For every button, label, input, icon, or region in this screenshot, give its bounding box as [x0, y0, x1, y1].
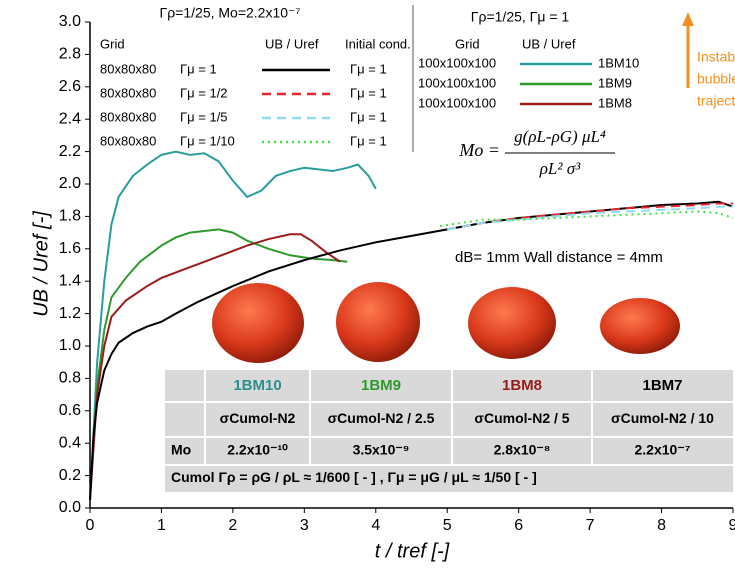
y-tick-label: 2.4: [59, 110, 81, 127]
x-tick-label: 7: [586, 517, 595, 534]
annotation: trajectory: [697, 93, 735, 109]
legend-label: 1BM9: [598, 75, 632, 90]
legend-grid: 80x80x80: [100, 109, 156, 124]
legend-header: Grid: [455, 36, 480, 51]
table-header: 1BM8: [502, 377, 542, 394]
legend-grid: 80x80x80: [100, 133, 156, 148]
x-tick-label: 4: [371, 517, 380, 534]
y-axis-label: UB / Uref [-]: [30, 211, 52, 317]
legend-grid: 80x80x80: [100, 61, 156, 76]
x-tick-label: 3: [300, 517, 309, 534]
table-cell: 2.2x10⁻⁷: [635, 442, 691, 458]
legend-title: Γρ=1/25, Γμ = 1: [471, 9, 570, 25]
y-tick-label: 1.0: [59, 337, 81, 354]
table-footer: Cumol Γρ = ρG / ρL ≈ 1/600 [ - ] , Γμ = …: [171, 469, 537, 485]
formula-denominator: ρL² σ³: [539, 159, 581, 178]
legend-header: UB / Uref: [265, 36, 319, 51]
y-tick-label: 0.8: [59, 370, 81, 387]
legend-label: Γμ = 1: [180, 61, 217, 76]
y-tick-label: 0.0: [59, 499, 81, 516]
bubble-image: [336, 282, 420, 362]
legend-header: Initial cond.: [345, 36, 411, 51]
legend-label: Γμ = 1/2: [180, 85, 228, 100]
table-cell: 2.8x10⁻⁸: [494, 442, 551, 458]
annotation: Instable: [697, 49, 735, 65]
y-tick-label: 3.0: [59, 13, 81, 30]
arrow-head: [682, 12, 694, 26]
annotation: dB= 1mm Wall distance = 4mm: [455, 249, 663, 266]
y-tick-label: 1.8: [59, 208, 81, 225]
table-header: 1BM7: [642, 377, 682, 394]
legend-initial: Γμ = 1: [350, 133, 387, 148]
legend-label: 1BM10: [598, 55, 639, 70]
annotation: bubble: [697, 71, 735, 87]
legend-label: Γμ = 1/5: [180, 109, 228, 124]
table-cell: σCumol-N2 / 5: [474, 410, 569, 426]
table-header: 1BM9: [361, 377, 401, 394]
table-cell: σCumol-N2 / 2.5: [328, 410, 435, 426]
table-header: 1BM10: [233, 377, 281, 394]
y-tick-label: 2.6: [59, 78, 81, 95]
bubble-image: [212, 283, 304, 363]
legend-initial: Γμ = 1: [350, 109, 387, 124]
x-tick-label: 0: [86, 517, 95, 534]
legend-grid: 80x80x80: [100, 85, 156, 100]
table-cell: 2.2x10⁻¹⁰: [227, 442, 288, 458]
table-cell: σCumol-N2 / 10: [611, 410, 714, 426]
x-tick-label: 6: [514, 517, 523, 534]
bubbles: [212, 282, 680, 363]
y-tick-label: 2.2: [59, 143, 81, 160]
formula-numerator: g(ρL-ρG) μL⁴: [514, 127, 606, 146]
table-row-label: Mo: [171, 442, 191, 458]
x-tick-label: 8: [657, 517, 666, 534]
legend-header: Grid: [100, 36, 125, 51]
line: [447, 207, 733, 230]
legend-initial: Γμ = 1: [350, 85, 387, 100]
legend-grid: 100x100x100: [418, 75, 496, 90]
table-cell: σCumol-N2: [220, 410, 296, 426]
y-tick-label: 2.0: [59, 175, 81, 192]
bubble-image: [600, 298, 680, 354]
y-tick-label: 1.4: [59, 272, 81, 289]
legend-label: Γμ = 1/10: [180, 133, 235, 148]
x-tick-label: 2: [228, 517, 237, 534]
x-tick-label: 1: [157, 517, 166, 534]
y-tick-label: 0.4: [59, 434, 81, 451]
table-cell: 3.5x10⁻⁹: [353, 442, 410, 458]
y-tick-label: 0.6: [59, 402, 81, 419]
y-tick-label: 0.2: [59, 467, 81, 484]
formula-lhs: Mo =: [458, 140, 500, 160]
legend-grid: 100x100x100: [418, 95, 496, 110]
bubble-image: [468, 287, 556, 359]
legend-initial: Γμ = 1: [350, 61, 387, 76]
legend-grid: 100x100x100: [418, 55, 496, 70]
legend-label: 1BM8: [598, 95, 632, 110]
y-tick-label: 1.6: [59, 240, 81, 257]
x-axis-label: t / tref [-]: [375, 540, 450, 562]
y-tick-label: 2.8: [59, 46, 81, 63]
x-tick-label: 9: [729, 517, 735, 534]
chart: UB / Uref [-] t / tref [-] Γρ=1/25, Mo=2…: [0, 0, 735, 572]
x-tick-label: 5: [443, 517, 452, 534]
legend-title: Γρ=1/25, Mo=2.2x10⁻⁷: [160, 5, 301, 21]
y-tick-label: 1.2: [59, 305, 81, 322]
legend-header: UB / Uref: [522, 36, 576, 51]
table: 1BM10 σCumol-N2 2.2x10⁻¹⁰ 1BM9 σCumol-N2 / 2…: [165, 370, 733, 492]
